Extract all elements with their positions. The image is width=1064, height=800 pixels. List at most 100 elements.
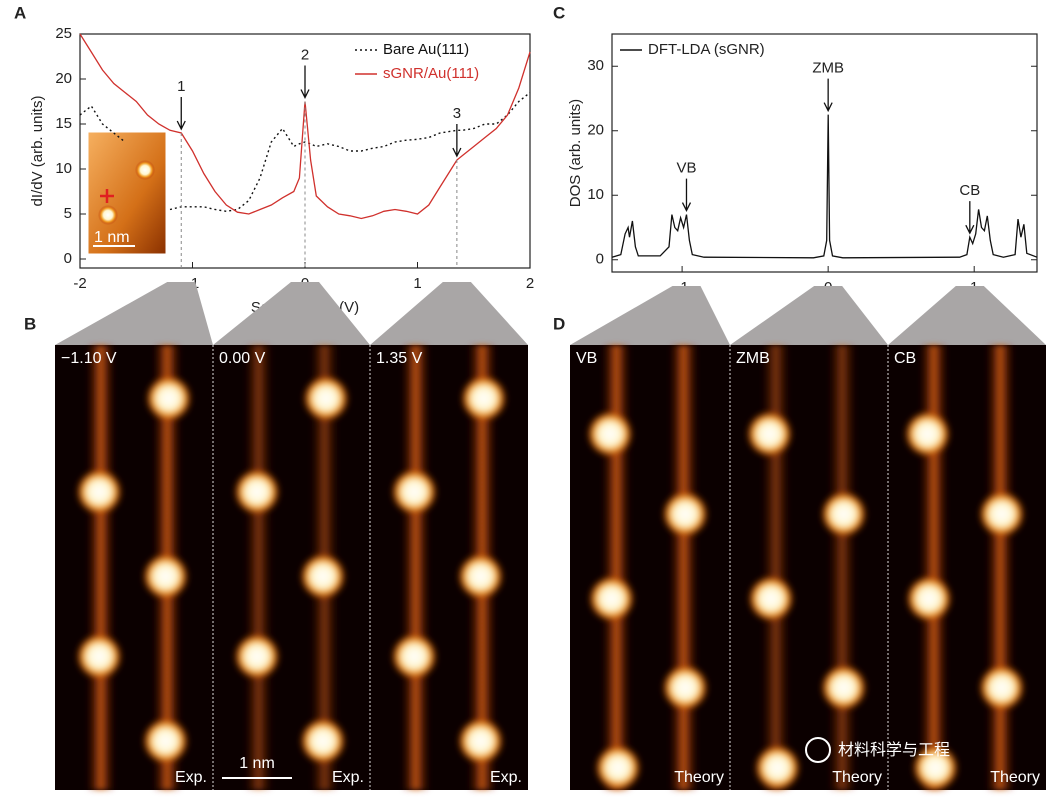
image-blob <box>905 574 954 623</box>
connector <box>55 282 213 345</box>
image-blob <box>587 574 636 623</box>
y-axis-label: dI/dV (arb. units) <box>29 96 46 207</box>
image-stripe <box>401 345 431 790</box>
connector <box>570 286 730 345</box>
image-blob <box>661 663 710 712</box>
frame-label: 0.00 V <box>219 350 266 367</box>
annotation-arrow <box>681 178 692 213</box>
image-blob <box>75 467 124 516</box>
data-line <box>79 91 531 213</box>
image-blob <box>232 632 281 681</box>
scale-bar-label: 1 nm <box>239 755 275 772</box>
x-tick-label: 1 <box>413 275 421 292</box>
panel-letter: B <box>24 314 36 333</box>
y-tick-label: 30 <box>587 57 604 74</box>
plot-frame <box>611 33 1038 273</box>
frame-label: 1.35 V <box>376 350 423 367</box>
watermark-icon <box>805 737 831 763</box>
frame-label: −1.10 V <box>61 350 117 367</box>
connector <box>888 286 1046 345</box>
frame-tag: Theory <box>832 769 882 786</box>
image-blob <box>298 552 347 601</box>
annotation-label: 1 <box>177 78 185 95</box>
image-content <box>586 345 710 792</box>
panel-letter: C <box>553 3 565 22</box>
frame-tag: Exp. <box>332 769 364 786</box>
annotation-arrow <box>300 65 310 99</box>
connector <box>213 282 370 345</box>
data-line <box>79 33 531 220</box>
frame-label: ZMB <box>736 350 770 367</box>
image-stripe <box>827 345 857 790</box>
y-tick-label: 0 <box>64 250 72 267</box>
y-tick-label: 5 <box>64 205 72 222</box>
image-blob <box>819 490 868 539</box>
image-blob <box>911 743 960 792</box>
image-blob <box>390 467 439 516</box>
image-blob <box>586 410 634 458</box>
image-blob <box>745 410 794 458</box>
image-frame <box>888 345 1046 790</box>
image-stripe <box>669 345 698 790</box>
frame-tag: Exp. <box>490 769 522 786</box>
image-stripe <box>985 345 1015 790</box>
y-tick-label: 10 <box>587 186 604 203</box>
annotation-label: 3 <box>453 105 461 122</box>
inset-blob <box>135 160 155 180</box>
x-tick-label: -2 <box>73 275 86 292</box>
frame-tag: Theory <box>674 769 724 786</box>
image-blob <box>594 743 642 792</box>
y-tick-label: 20 <box>55 70 72 87</box>
annotation-arrow <box>823 78 833 113</box>
annotation-arrow <box>965 201 975 235</box>
annotation-arrow <box>452 124 462 158</box>
image-content <box>390 345 508 790</box>
y-tick-label: 10 <box>55 160 72 177</box>
image-blob <box>456 717 505 766</box>
annotation-label: CB <box>959 182 980 199</box>
y-tick-label: 0 <box>596 251 604 268</box>
connector <box>730 286 888 345</box>
connector <box>370 282 528 345</box>
image-stripe <box>86 345 116 790</box>
y-axis-label: DOS (arb. units) <box>567 99 584 207</box>
image-blob <box>144 374 193 423</box>
annotation-label: 2 <box>301 46 309 63</box>
image-blob <box>75 632 124 681</box>
image-frame <box>570 345 730 790</box>
frame-tag: Theory <box>990 769 1040 786</box>
annotation-arrow <box>176 97 186 131</box>
image-frame <box>55 345 213 790</box>
image-blob <box>141 717 190 766</box>
image-content <box>745 345 868 792</box>
panel-letter: A <box>14 3 26 22</box>
inset-image <box>87 131 167 255</box>
image-frame <box>213 345 370 790</box>
x-tick-label: 2 <box>526 275 534 292</box>
image-blob <box>977 663 1026 712</box>
image-blob <box>753 743 802 792</box>
data-line <box>611 114 1038 259</box>
image-content <box>903 345 1026 792</box>
image-frame <box>370 345 528 790</box>
image-blob <box>302 374 351 423</box>
image-blob <box>459 374 508 423</box>
image-stripe <box>244 345 273 790</box>
image-blob <box>390 632 439 681</box>
image-blob <box>232 467 281 516</box>
image-content <box>75 345 193 790</box>
image-blob <box>747 574 796 623</box>
annotation-label: ZMB <box>812 60 844 77</box>
inset-blob <box>98 205 118 225</box>
y-tick-label: 20 <box>587 122 604 139</box>
image-blob <box>298 717 347 766</box>
image-content <box>232 345 351 790</box>
legend-label: Bare Au(111) <box>383 41 469 58</box>
watermark: 材料科学与工程 <box>838 741 950 759</box>
inset-scale-label: 1 nm <box>94 229 130 246</box>
inset-marker <box>100 189 114 203</box>
image-frame <box>730 345 888 790</box>
frame-label: VB <box>576 350 597 367</box>
image-blob <box>977 490 1026 539</box>
y-tick-label: 25 <box>55 25 72 42</box>
